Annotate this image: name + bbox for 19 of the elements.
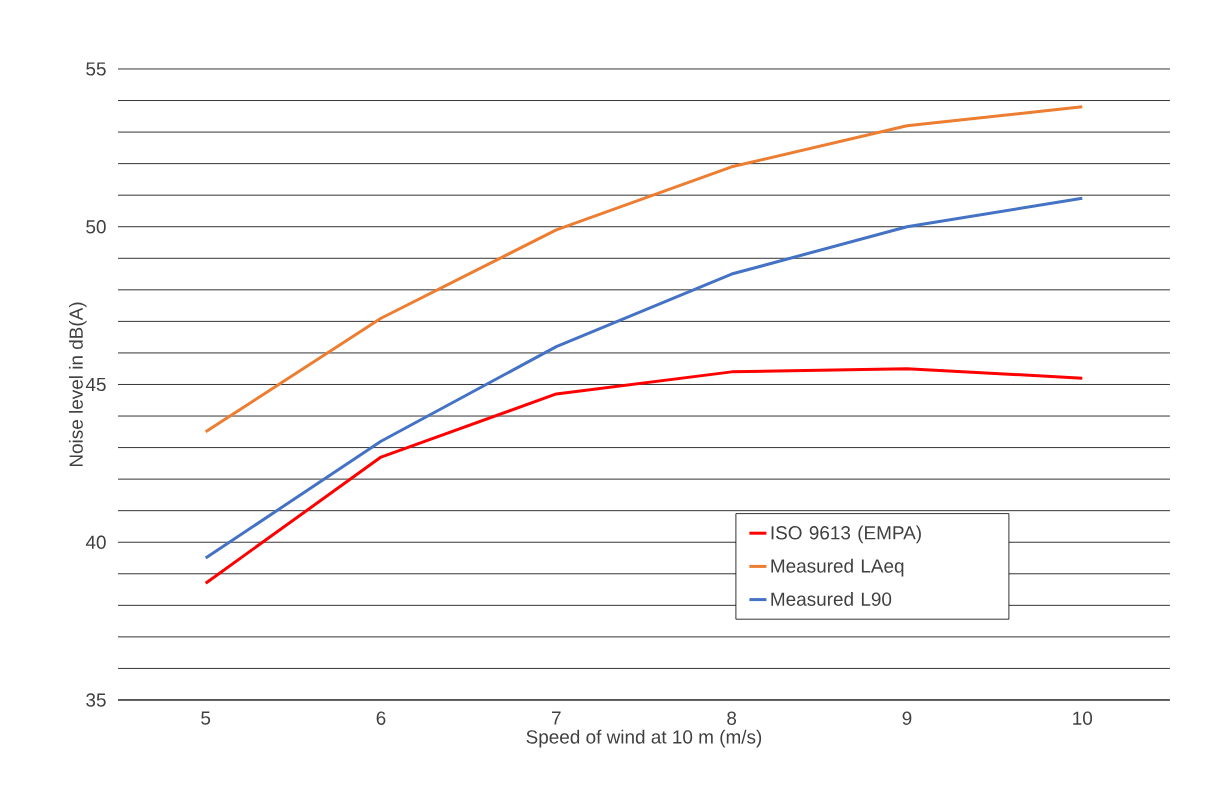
x-tick-label: 7	[552, 711, 561, 725]
x-tick-label: 5	[201, 711, 211, 725]
x-tick-label: 8	[727, 711, 737, 725]
line-series	[204, 367, 1084, 585]
legend-label: Measured L90	[771, 591, 892, 606]
y-tick-label: 35	[86, 693, 106, 707]
y-tick-label: 40	[85, 535, 106, 549]
x-tick-label: 10	[1073, 711, 1093, 725]
x-tick-label: 9	[902, 711, 912, 725]
line-series	[204, 196, 1084, 560]
y-tick-label: 50	[86, 220, 106, 234]
legend-label: Measured LAeq	[771, 558, 904, 577]
x-axis-title: Speed of wind at 10 m (m/s)	[526, 729, 762, 748]
x-tick-label: 6	[376, 711, 386, 725]
line-series	[204, 105, 1084, 434]
legend-label: ISO 9613 (EMPA)	[771, 525, 921, 544]
y-tick-label: 45	[85, 377, 106, 392]
y-axis-title: Noise level in dB(A)	[68, 302, 87, 467]
y-tick-label: 55	[86, 62, 106, 76]
